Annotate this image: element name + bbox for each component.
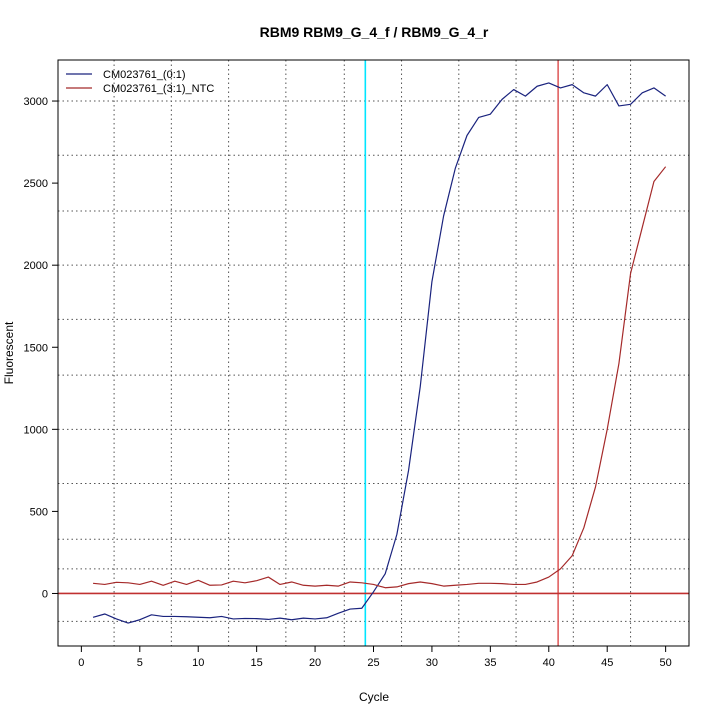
y-tick-label: 500 <box>30 506 48 518</box>
series-lines <box>92 82 667 624</box>
x-tick-label: 20 <box>309 657 321 669</box>
x-tick-label: 45 <box>601 657 613 669</box>
x-axis: 0 5 10 15 20 25 30 35 40 45 50 <box>78 646 672 669</box>
legend: CM023761_(0:1) CM023761_(3:1)_NTC <box>66 69 214 95</box>
x-tick-label: 5 <box>137 657 143 669</box>
y-axis: 0 500 1000 1500 2000 2500 3000 <box>24 96 58 600</box>
grid <box>58 60 689 646</box>
series-line-1 <box>92 82 666 624</box>
x-tick-label: 25 <box>367 657 379 669</box>
y-tick-label: 2500 <box>24 178 48 190</box>
y-tick-label: 0 <box>42 588 48 600</box>
y-axis-label: Fluorescent <box>2 321 16 384</box>
y-tick-label: 1000 <box>24 424 48 436</box>
x-tick-label: 35 <box>484 657 496 669</box>
y-tick-label: 1500 <box>24 342 48 354</box>
x-tick-label: 30 <box>426 657 438 669</box>
y-tick-label: 3000 <box>24 96 48 108</box>
legend-label-1: CM023761_(0:1) <box>103 69 186 81</box>
x-tick-label: 15 <box>251 657 263 669</box>
x-tick-label: 10 <box>192 657 204 669</box>
series-line-2 <box>93 166 667 589</box>
legend-label-2: CM023761_(3:1)_NTC <box>103 83 214 95</box>
x-tick-label: 0 <box>78 657 84 669</box>
chart-title: RBM9 RBM9_G_4_f / RBM9_G_4_r <box>260 24 489 40</box>
x-tick-label: 40 <box>543 657 555 669</box>
vertical-markers <box>58 60 689 646</box>
y-tick-label: 2000 <box>24 260 48 272</box>
x-axis-label: Cycle <box>359 690 389 704</box>
x-tick-label: 50 <box>660 657 672 669</box>
